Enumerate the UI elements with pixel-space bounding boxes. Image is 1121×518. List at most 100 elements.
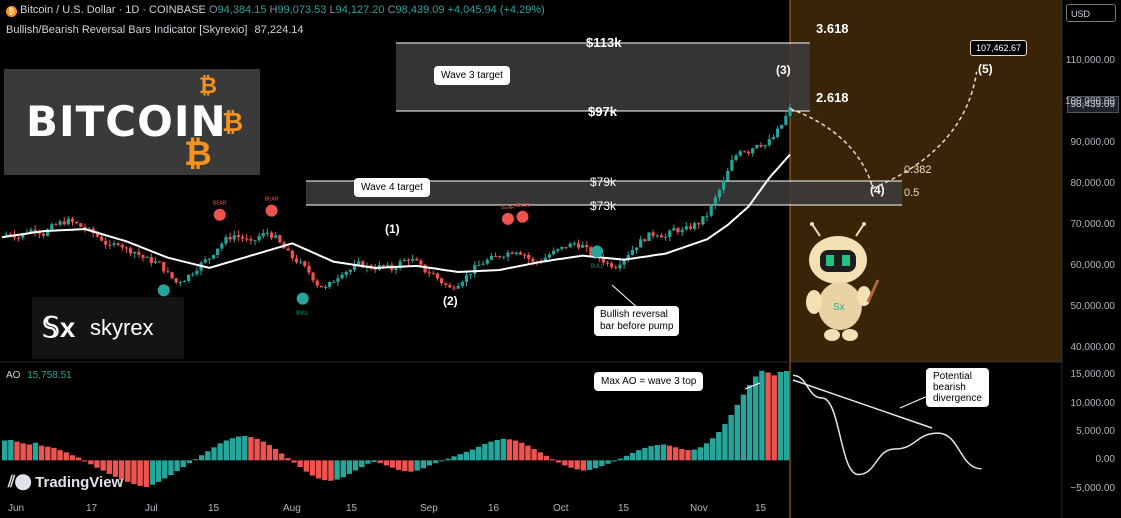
time-tick-label: 17 bbox=[86, 503, 98, 514]
candle-body bbox=[315, 280, 319, 286]
ao-bar bbox=[94, 460, 100, 468]
ao-bar bbox=[611, 460, 617, 462]
ao-bar bbox=[217, 443, 223, 461]
time-tick-label: Aug bbox=[283, 503, 301, 514]
ao-bar bbox=[205, 451, 211, 461]
ao-tick-label: −5,000.00 bbox=[1070, 482, 1115, 494]
ao-bar bbox=[266, 445, 273, 461]
tradingview-text: TradingView bbox=[35, 474, 124, 491]
ao-bar bbox=[20, 443, 26, 461]
ao-bar bbox=[82, 460, 88, 462]
ao-bar bbox=[691, 449, 697, 461]
candle-body bbox=[381, 265, 386, 267]
candle-body bbox=[162, 261, 166, 272]
ao-bar bbox=[365, 460, 371, 464]
candle-body bbox=[639, 239, 643, 248]
skyrex-logo-icon: 𝕊x bbox=[42, 312, 76, 343]
ao-bar bbox=[8, 439, 14, 461]
currency-selector[interactable]: USD bbox=[1066, 4, 1116, 22]
btc-symbol-icon: ₿ bbox=[199, 73, 217, 98]
ao-bar bbox=[703, 443, 710, 461]
time-tick-label: 15 bbox=[618, 503, 630, 514]
candle-body bbox=[506, 252, 510, 257]
ao-bar bbox=[728, 415, 734, 461]
candle-body bbox=[705, 215, 709, 217]
candle-body bbox=[352, 264, 357, 271]
candle-body bbox=[249, 239, 253, 241]
ao-bar bbox=[722, 424, 728, 461]
ao-bar bbox=[389, 460, 396, 468]
ao-bar bbox=[537, 452, 543, 461]
btc-symbol-icon: ₿ bbox=[222, 107, 244, 137]
candle-body bbox=[195, 270, 199, 275]
candle-body bbox=[444, 283, 448, 285]
bull-note-pointer bbox=[611, 284, 641, 311]
candle-body bbox=[655, 235, 659, 237]
candle-body bbox=[552, 250, 556, 255]
candle-body bbox=[274, 235, 278, 238]
ao-bar bbox=[734, 404, 740, 461]
candle-body bbox=[643, 239, 647, 242]
candle-body bbox=[730, 159, 734, 171]
candle-body bbox=[663, 236, 668, 238]
ao-bar bbox=[771, 375, 777, 461]
candle-body bbox=[784, 115, 788, 125]
marker-label: BEAR bbox=[516, 203, 530, 209]
ao-bar bbox=[746, 384, 753, 461]
candle-body bbox=[522, 254, 527, 256]
candle-body bbox=[211, 254, 216, 259]
candle-body bbox=[775, 128, 780, 138]
candle-body bbox=[684, 226, 688, 230]
wave-1-label: (1) bbox=[385, 222, 400, 236]
ao-bar bbox=[556, 460, 562, 463]
fib-0382: 0.382 bbox=[904, 164, 932, 176]
ao-bar bbox=[666, 445, 673, 461]
candle-body bbox=[158, 261, 162, 263]
ao-bar bbox=[162, 460, 168, 479]
candle-body bbox=[477, 264, 481, 266]
candle-body bbox=[336, 278, 340, 282]
candle-body bbox=[734, 155, 738, 160]
ao-bar bbox=[125, 460, 131, 482]
candle-body bbox=[174, 278, 178, 283]
candle-body bbox=[564, 246, 568, 248]
candle-body bbox=[618, 264, 622, 269]
ao-bar bbox=[457, 454, 463, 461]
candle-body bbox=[485, 259, 489, 264]
btc-icon: ₿ bbox=[6, 6, 17, 17]
candle-body bbox=[431, 273, 435, 275]
candle-body bbox=[54, 224, 58, 226]
candle-body bbox=[651, 232, 655, 236]
candle-body bbox=[191, 274, 195, 276]
ao-bar bbox=[420, 460, 426, 469]
candle-body bbox=[726, 170, 730, 181]
candle-body bbox=[120, 244, 124, 248]
time-tick-label: Sep bbox=[420, 503, 438, 514]
candle-body bbox=[576, 243, 581, 248]
candle-body bbox=[166, 271, 170, 273]
ao-bar bbox=[617, 458, 623, 461]
time-tick-label: 15 bbox=[346, 503, 358, 514]
symbol-header[interactable]: ₿ Bitcoin / U.S. Dollar · 1D · COINBASE … bbox=[6, 4, 545, 17]
candle-body bbox=[170, 272, 174, 279]
ao-bar bbox=[593, 460, 599, 469]
current-price-tag: 98,439.09 bbox=[1066, 96, 1119, 113]
ao-value: 15,758.51 bbox=[27, 370, 72, 381]
candle-body bbox=[137, 251, 141, 255]
candle-body bbox=[58, 221, 62, 225]
candle-body bbox=[556, 249, 560, 251]
bear-marker bbox=[501, 212, 514, 225]
ao-bar bbox=[143, 460, 149, 487]
candle-body bbox=[269, 232, 274, 238]
candle-body bbox=[738, 151, 742, 156]
candle-body bbox=[585, 245, 589, 248]
bear-marker bbox=[265, 204, 278, 217]
ao-header[interactable]: AO 15,758.51 bbox=[6, 370, 72, 381]
indicator-header[interactable]: Bullish/Bearish Reversal Bars Indicator … bbox=[6, 24, 303, 36]
ao-bar bbox=[408, 460, 414, 472]
candle-body bbox=[581, 245, 585, 248]
low-label: L bbox=[329, 4, 336, 16]
ao-bar bbox=[297, 460, 303, 468]
tradingview-logo[interactable]: ⫽⬤ TradingView bbox=[8, 474, 123, 492]
